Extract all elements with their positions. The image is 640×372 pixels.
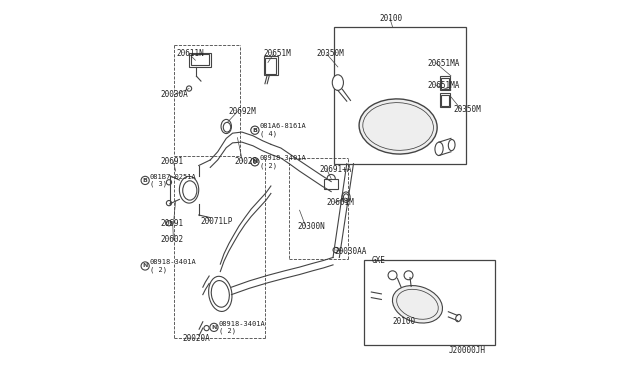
Circle shape (166, 201, 172, 206)
Text: 20601M: 20601M (326, 198, 355, 207)
Text: GXE: GXE (371, 256, 385, 265)
Circle shape (166, 180, 172, 185)
Bar (364, 260, 495, 345)
Bar (440, 76, 450, 90)
Bar (266, 58, 276, 74)
Ellipse shape (332, 75, 344, 90)
Ellipse shape (449, 140, 455, 151)
Circle shape (404, 271, 413, 280)
Circle shape (204, 326, 209, 331)
Bar (191, 54, 209, 65)
Ellipse shape (221, 119, 232, 134)
Text: 081B7-0251A
( 3): 081B7-0251A ( 3) (150, 174, 196, 187)
Circle shape (251, 158, 259, 166)
Ellipse shape (223, 122, 231, 132)
Circle shape (186, 86, 191, 91)
Bar (324, 179, 338, 189)
Ellipse shape (359, 99, 437, 154)
Text: 20300N: 20300N (298, 222, 325, 231)
Text: 20100: 20100 (380, 14, 403, 23)
Ellipse shape (211, 280, 229, 307)
Ellipse shape (209, 276, 232, 311)
Circle shape (141, 176, 149, 185)
Text: 20692M: 20692M (229, 107, 257, 116)
Text: 20651MA: 20651MA (428, 59, 460, 68)
Text: B: B (252, 128, 257, 133)
Text: 20030AA: 20030AA (335, 247, 367, 256)
Ellipse shape (342, 192, 350, 202)
Text: 20350M: 20350M (316, 49, 344, 58)
Text: 20602: 20602 (161, 235, 184, 244)
Text: B: B (253, 128, 257, 133)
Text: J20000JH: J20000JH (449, 346, 485, 355)
Text: 20071LP: 20071LP (200, 217, 232, 226)
Text: N: N (211, 325, 217, 330)
Circle shape (251, 158, 259, 166)
Text: N: N (252, 159, 257, 164)
Circle shape (327, 174, 335, 183)
Bar (189, 53, 211, 67)
Text: 20651MA: 20651MA (428, 81, 460, 90)
Ellipse shape (183, 181, 197, 200)
Text: 08918-3401A
( 2): 08918-3401A ( 2) (150, 259, 196, 273)
Ellipse shape (392, 286, 442, 323)
Circle shape (333, 247, 338, 253)
Circle shape (210, 323, 218, 331)
Bar (441, 78, 449, 89)
Text: 20030A: 20030A (161, 90, 189, 99)
Text: 081A6-8161A
( 4): 081A6-8161A ( 4) (260, 124, 307, 137)
Text: 08918-3401A
( 2): 08918-3401A ( 2) (219, 321, 266, 334)
Bar (264, 56, 278, 75)
Text: 20691: 20691 (161, 157, 184, 166)
Text: 20611N: 20611N (177, 49, 205, 58)
Circle shape (251, 126, 259, 134)
Circle shape (141, 262, 149, 270)
Circle shape (251, 126, 259, 134)
Circle shape (166, 221, 172, 226)
Text: 08918-3401A
( 2): 08918-3401A ( 2) (260, 155, 307, 169)
Ellipse shape (435, 142, 443, 155)
Text: N: N (253, 159, 257, 164)
Text: 20691: 20691 (161, 219, 184, 228)
Ellipse shape (344, 194, 349, 201)
Ellipse shape (179, 176, 199, 203)
Text: 20100: 20100 (392, 317, 415, 326)
Text: B: B (143, 178, 148, 183)
Bar (440, 93, 450, 107)
Text: 20651M: 20651M (264, 49, 291, 58)
Bar (334, 27, 466, 164)
Text: 20350M: 20350M (454, 105, 482, 114)
Text: N: N (143, 263, 148, 269)
Text: 20691+A: 20691+A (319, 165, 351, 174)
Text: 20020A: 20020A (182, 334, 210, 343)
Ellipse shape (456, 314, 461, 322)
Circle shape (388, 271, 397, 280)
Bar (441, 95, 449, 106)
Text: 20020: 20020 (234, 157, 257, 166)
